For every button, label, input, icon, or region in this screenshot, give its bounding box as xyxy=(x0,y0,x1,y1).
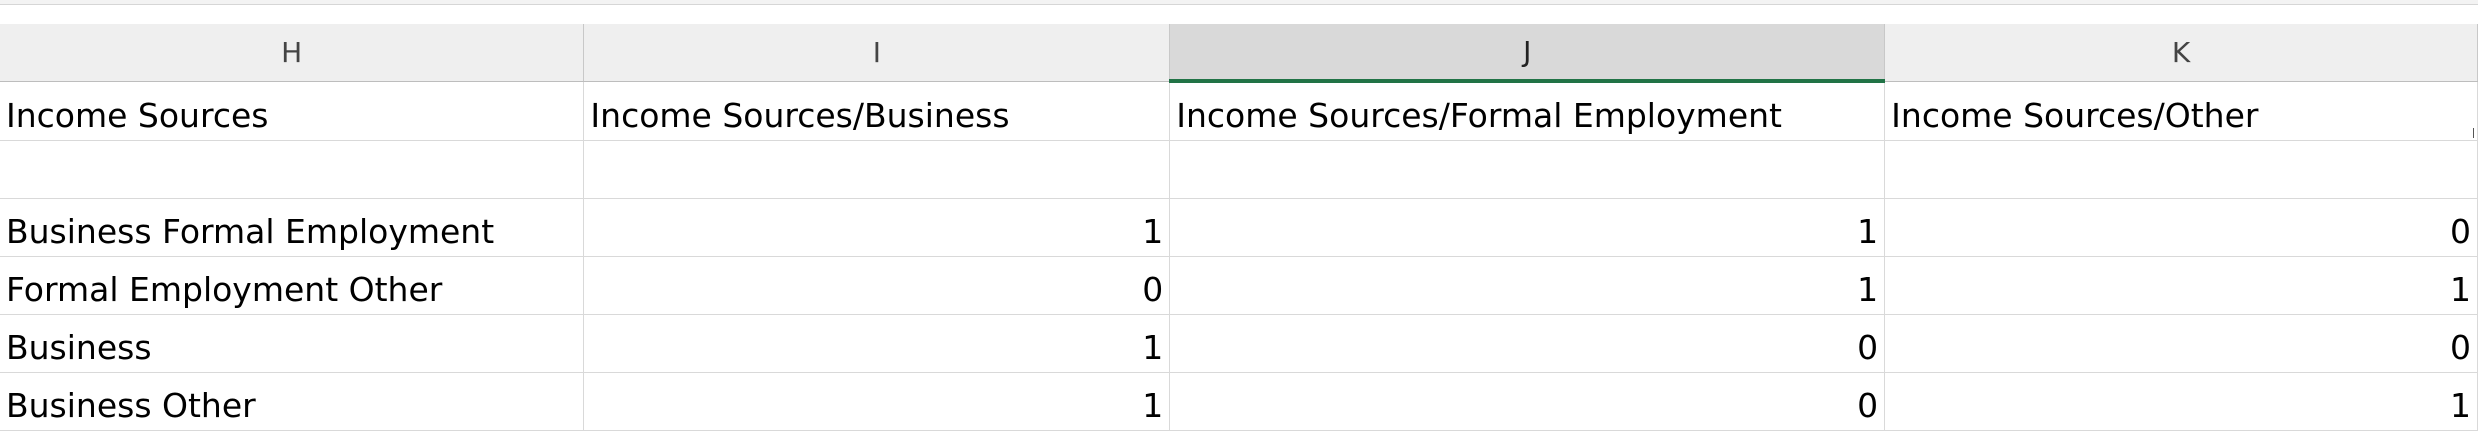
cell[interactable] xyxy=(0,140,585,199)
table-row: Business Other 1 0 1 xyxy=(0,372,2478,431)
spreadsheet-grid: H I J K Income Sources Income Sources/Bu… xyxy=(0,24,2478,431)
cell[interactable] xyxy=(583,140,1171,199)
cell-header-income-sources[interactable]: Income Sources xyxy=(0,81,585,141)
cell[interactable] xyxy=(1884,140,2478,199)
cell[interactable]: 1 xyxy=(583,314,1171,373)
cell[interactable]: 1 xyxy=(1884,372,2478,431)
cell[interactable]: 1 xyxy=(583,198,1171,257)
cell[interactable]: 0 xyxy=(1169,314,1886,373)
cell[interactable]: 0 xyxy=(1884,314,2478,373)
table-row: Formal Employment Other 0 1 1 xyxy=(0,256,2478,315)
cell[interactable]: Business Other xyxy=(0,372,585,431)
cell-header-formal-employment[interactable]: Income Sources/Formal Employment xyxy=(1169,81,1886,141)
cell[interactable]: 0 xyxy=(1169,372,1886,431)
ribbon-edge xyxy=(0,0,2478,5)
cell[interactable]: Business Formal Employment xyxy=(0,198,585,257)
cell-header-business[interactable]: Income Sources/Business xyxy=(583,81,1171,141)
column-header-h[interactable]: H xyxy=(0,24,585,82)
column-header-j[interactable]: J xyxy=(1169,24,1886,83)
cell[interactable]: 0 xyxy=(1884,198,2478,257)
table-row: Business 1 0 0 xyxy=(0,314,2478,373)
grid-edge-mark xyxy=(2473,128,2474,138)
table-row: Business Formal Employment 1 1 0 xyxy=(0,198,2478,257)
cell[interactable]: 1 xyxy=(1169,198,1886,257)
cell-header-other[interactable]: Income Sources/Other xyxy=(1884,81,2478,141)
cell[interactable]: Business xyxy=(0,314,585,373)
cell[interactable]: 1 xyxy=(1169,256,1886,315)
cell[interactable]: 1 xyxy=(1884,256,2478,315)
cell[interactable]: 1 xyxy=(583,372,1171,431)
column-header-i[interactable]: I xyxy=(583,24,1171,82)
cell[interactable]: Formal Employment Other xyxy=(0,256,585,315)
column-header-row: H I J K xyxy=(0,24,2478,83)
cell[interactable] xyxy=(1169,140,1886,199)
header-row: Income Sources Income Sources/Business I… xyxy=(0,81,2478,141)
table-row xyxy=(0,140,2478,199)
cell[interactable]: 0 xyxy=(583,256,1171,315)
column-header-k[interactable]: K xyxy=(1884,24,2478,82)
